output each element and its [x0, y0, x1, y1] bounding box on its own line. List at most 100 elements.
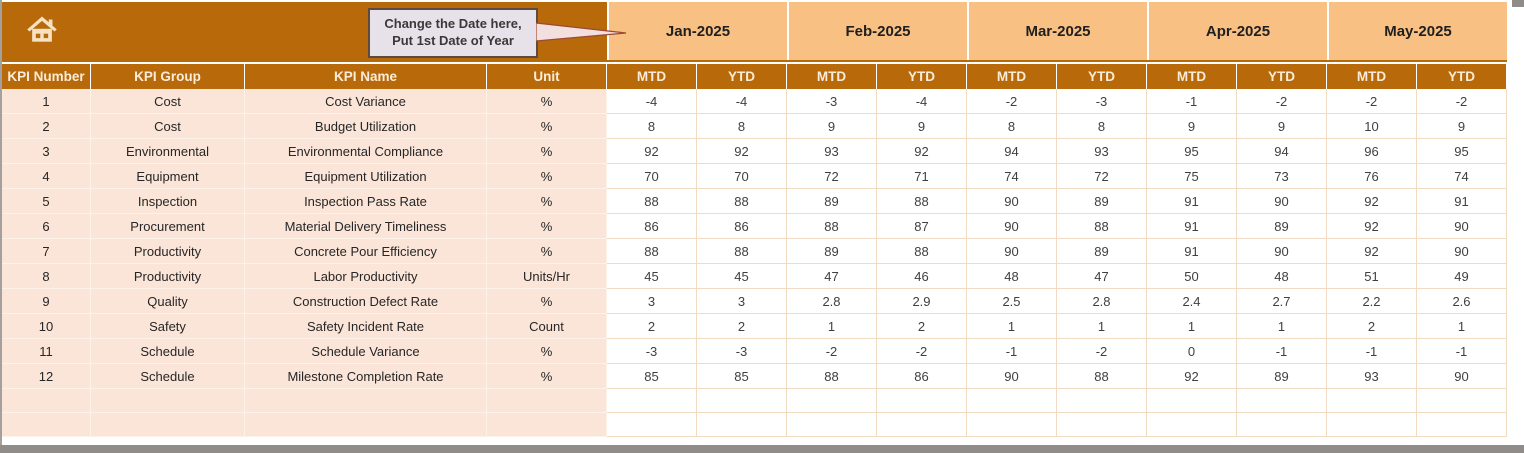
cell-ytd-month3[interactable]: -2: [1057, 339, 1147, 364]
cell-kpi-number[interactable]: 6: [2, 214, 91, 239]
cell-empty-value[interactable]: [967, 389, 1057, 413]
cell-empty-value[interactable]: [697, 389, 787, 413]
cell-kpi-group[interactable]: [91, 413, 245, 437]
cell-mtd-month1[interactable]: 8: [607, 114, 697, 139]
cell-mtd-month3[interactable]: 90: [967, 364, 1057, 389]
cell-ytd-month2[interactable]: -2: [877, 339, 967, 364]
cell-mtd-month1[interactable]: 88: [607, 189, 697, 214]
month-date-cell-5[interactable]: May-2025: [1329, 2, 1507, 60]
cell-kpi-number[interactable]: 5: [2, 189, 91, 214]
cell-ytd-month1[interactable]: 88: [697, 239, 787, 264]
cell-mtd-month3[interactable]: 2.5: [967, 289, 1057, 314]
cell-kpi-number[interactable]: 7: [2, 239, 91, 264]
cell-empty-value[interactable]: [1147, 389, 1237, 413]
cell-empty-value[interactable]: [787, 413, 877, 437]
cell-ytd-month3[interactable]: -3: [1057, 89, 1147, 114]
cell-ytd-month1[interactable]: 2: [697, 314, 787, 339]
cell-empty-value[interactable]: [1327, 389, 1417, 413]
cell-ytd-month5[interactable]: 90: [1417, 364, 1507, 389]
cell-mtd-month5[interactable]: 2.2: [1327, 289, 1417, 314]
cell-ytd-month4[interactable]: 89: [1237, 214, 1327, 239]
cell-mtd-month2[interactable]: 1: [787, 314, 877, 339]
cell-ytd-month4[interactable]: 89: [1237, 364, 1327, 389]
cell-unit[interactable]: %: [487, 289, 607, 314]
cell-ytd-month1[interactable]: 88: [697, 189, 787, 214]
month-date-cell-4[interactable]: Apr-2025: [1149, 2, 1327, 60]
cell-kpi-name[interactable]: Environmental Compliance: [245, 139, 487, 164]
cell-mtd-month4[interactable]: 0: [1147, 339, 1237, 364]
cell-ytd-month4[interactable]: 2.7: [1237, 289, 1327, 314]
cell-ytd-month2[interactable]: 71: [877, 164, 967, 189]
cell-mtd-month3[interactable]: -2: [967, 89, 1057, 114]
cell-ytd-month3[interactable]: 88: [1057, 364, 1147, 389]
cell-ytd-month3[interactable]: 1: [1057, 314, 1147, 339]
cell-mtd-month2[interactable]: 9: [787, 114, 877, 139]
cell-kpi-group[interactable]: Environmental: [91, 139, 245, 164]
cell-kpi-name[interactable]: Material Delivery Timeliness: [245, 214, 487, 239]
cell-mtd-month2[interactable]: -2: [787, 339, 877, 364]
cell-ytd-month3[interactable]: 72: [1057, 164, 1147, 189]
home-button[interactable]: [22, 10, 62, 50]
cell-mtd-month2[interactable]: 72: [787, 164, 877, 189]
cell-empty-value[interactable]: [877, 389, 967, 413]
cell-ytd-month5[interactable]: 90: [1417, 239, 1507, 264]
cell-kpi-name[interactable]: Milestone Completion Rate: [245, 364, 487, 389]
cell-mtd-month4[interactable]: 92: [1147, 364, 1237, 389]
cell-ytd-month2[interactable]: -4: [877, 89, 967, 114]
cell-ytd-month4[interactable]: 73: [1237, 164, 1327, 189]
cell-ytd-month4[interactable]: 48: [1237, 264, 1327, 289]
cell-unit[interactable]: %: [487, 214, 607, 239]
cell-mtd-month1[interactable]: 70: [607, 164, 697, 189]
cell-ytd-month1[interactable]: -4: [697, 89, 787, 114]
cell-empty-value[interactable]: [1147, 413, 1237, 437]
cell-ytd-month3[interactable]: 8: [1057, 114, 1147, 139]
cell-mtd-month4[interactable]: 91: [1147, 239, 1237, 264]
cell-ytd-month5[interactable]: -1: [1417, 339, 1507, 364]
cell-ytd-month2[interactable]: 88: [877, 239, 967, 264]
cell-empty-value[interactable]: [967, 413, 1057, 437]
cell-kpi-group[interactable]: Quality: [91, 289, 245, 314]
cell-empty-value[interactable]: [607, 413, 697, 437]
cell-mtd-month1[interactable]: 3: [607, 289, 697, 314]
cell-kpi-name[interactable]: Safety Incident Rate: [245, 314, 487, 339]
cell-kpi-number[interactable]: 2: [2, 114, 91, 139]
cell-empty-value[interactable]: [787, 389, 877, 413]
cell-mtd-month5[interactable]: 76: [1327, 164, 1417, 189]
cell-kpi-name[interactable]: Budget Utilization: [245, 114, 487, 139]
cell-mtd-month5[interactable]: 92: [1327, 189, 1417, 214]
cell-unit[interactable]: [487, 413, 607, 437]
cell-kpi-group[interactable]: Procurement: [91, 214, 245, 239]
cell-kpi-group[interactable]: Equipment: [91, 164, 245, 189]
cell-mtd-month3[interactable]: 94: [967, 139, 1057, 164]
cell-mtd-month3[interactable]: -1: [967, 339, 1057, 364]
cell-mtd-month1[interactable]: 88: [607, 239, 697, 264]
cell-kpi-number[interactable]: 12: [2, 364, 91, 389]
cell-mtd-month1[interactable]: 92: [607, 139, 697, 164]
cell-kpi-group[interactable]: Cost: [91, 89, 245, 114]
cell-mtd-month1[interactable]: 2: [607, 314, 697, 339]
cell-mtd-month2[interactable]: -3: [787, 89, 877, 114]
cell-ytd-month2[interactable]: 9: [877, 114, 967, 139]
cell-mtd-month5[interactable]: -1: [1327, 339, 1417, 364]
cell-unit[interactable]: %: [487, 364, 607, 389]
cell-ytd-month1[interactable]: -3: [697, 339, 787, 364]
cell-empty-value[interactable]: [1327, 413, 1417, 437]
month-date-cell-1[interactable]: Jan-2025: [609, 2, 787, 60]
cell-mtd-month2[interactable]: 88: [787, 364, 877, 389]
cell-ytd-month5[interactable]: 91: [1417, 189, 1507, 214]
cell-kpi-group[interactable]: Safety: [91, 314, 245, 339]
cell-mtd-month4[interactable]: 1: [1147, 314, 1237, 339]
cell-kpi-group[interactable]: Schedule: [91, 364, 245, 389]
cell-empty-value[interactable]: [1417, 389, 1507, 413]
cell-empty-value[interactable]: [607, 389, 697, 413]
cell-ytd-month4[interactable]: -2: [1237, 89, 1327, 114]
cell-mtd-month4[interactable]: -1: [1147, 89, 1237, 114]
cell-unit[interactable]: %: [487, 339, 607, 364]
cell-empty-value[interactable]: [1057, 389, 1147, 413]
cell-kpi-name[interactable]: Equipment Utilization: [245, 164, 487, 189]
cell-mtd-month5[interactable]: 10: [1327, 114, 1417, 139]
cell-mtd-month3[interactable]: 90: [967, 189, 1057, 214]
cell-mtd-month1[interactable]: 86: [607, 214, 697, 239]
cell-mtd-month2[interactable]: 93: [787, 139, 877, 164]
cell-mtd-month2[interactable]: 2.8: [787, 289, 877, 314]
